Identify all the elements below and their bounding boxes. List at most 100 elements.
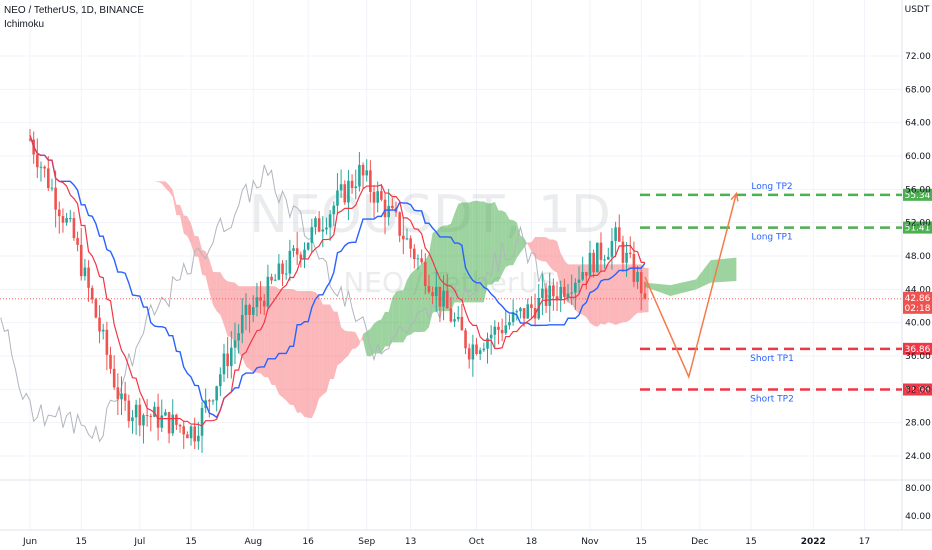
- indicator-name[interactable]: Ichimoku: [4, 19, 45, 30]
- candle-body: [94, 299, 98, 318]
- candle-body: [617, 227, 621, 242]
- candle-body: [131, 417, 134, 422]
- candle-body: [391, 205, 394, 208]
- cloud-segment: [619, 264, 623, 324]
- time-tick: Sep: [358, 537, 375, 547]
- level-label: Short TP1: [750, 354, 794, 364]
- candle-body: [555, 296, 559, 301]
- candle-body: [482, 348, 486, 351]
- price-tick: 68.00: [905, 85, 931, 95]
- candles: [28, 129, 647, 453]
- cloud-segment: [344, 330, 349, 359]
- candle-body: [478, 350, 482, 354]
- candle-body: [343, 184, 347, 203]
- time-tick: Jul: [133, 537, 145, 547]
- candle-body: [566, 293, 570, 297]
- cloud-segment: [169, 184, 173, 197]
- candle-body: [350, 180, 354, 189]
- cloud-segment: [180, 204, 184, 234]
- candle-body: [405, 238, 409, 240]
- cloud-segment: [172, 190, 177, 216]
- candle-body: [226, 353, 229, 367]
- time-tick: Jun: [22, 537, 37, 547]
- candle-body: [270, 276, 273, 281]
- candle-body: [574, 282, 577, 293]
- cloud-segment: [355, 332, 360, 349]
- candle-body: [570, 292, 573, 294]
- candle-body: [292, 248, 295, 251]
- candle-body: [314, 218, 317, 228]
- candle-body: [87, 267, 90, 288]
- ichimoku-cloud: [125, 135, 737, 419]
- projection-path: [644, 193, 738, 380]
- cloud-segment: [626, 264, 631, 323]
- candle-body: [409, 238, 412, 249]
- cloud-segment: [187, 216, 192, 244]
- candle-body: [449, 308, 453, 322]
- cloud-segment: [465, 202, 470, 303]
- candle-body: [380, 191, 383, 200]
- candle-body: [402, 235, 405, 240]
- cloud-segment: [399, 290, 404, 343]
- last-price-tag: [903, 291, 932, 314]
- candle-body: [208, 400, 211, 402]
- candle-body: [456, 316, 460, 320]
- cloud-segment: [194, 236, 199, 257]
- level-tag-value: 31.98: [905, 386, 931, 396]
- candle-body: [189, 426, 193, 439]
- last-price-value: 42.86: [905, 294, 931, 304]
- chart-legend: NEO / TetherUS, 1D, BINANCE Ichimoku: [4, 4, 144, 32]
- cloud-segment: [589, 264, 594, 326]
- price-tick: 48.00: [905, 252, 931, 262]
- candle-body: [164, 412, 167, 416]
- price-tick: 44.00: [905, 285, 931, 295]
- candle-body: [149, 415, 153, 417]
- cloud-segment: [622, 264, 627, 323]
- cloud-segment: [348, 331, 353, 356]
- candle-body: [489, 334, 493, 339]
- candle-body: [438, 286, 442, 307]
- cloud-segment: [223, 278, 228, 337]
- cloud-segment: [472, 200, 477, 303]
- cloud-segment: [147, 160, 151, 179]
- candle-body: [175, 414, 178, 425]
- currency-label: USDT: [905, 5, 930, 15]
- candle-body: [317, 218, 321, 232]
- cloud-segment: [286, 288, 290, 405]
- cloud-segment: [271, 286, 276, 386]
- cloud-segment: [205, 251, 210, 292]
- cloud-segment: [575, 264, 579, 314]
- cloud-segment: [275, 286, 279, 395]
- cloud-segment: [381, 311, 386, 354]
- candle-body: [98, 317, 101, 332]
- price-tick: 64.00: [905, 119, 931, 129]
- cloud-segment: [527, 242, 532, 252]
- cloud-segment: [183, 215, 188, 237]
- kijun-line: [29, 135, 646, 419]
- cloud-segment: [454, 203, 459, 303]
- cloud-segment: [227, 281, 232, 337]
- candle-body: [339, 184, 343, 191]
- level-label: Long TP2: [751, 182, 792, 192]
- candle-body: [90, 287, 94, 300]
- time-tick: 15: [185, 537, 196, 547]
- price-tick: 72.00: [905, 52, 931, 62]
- time-tick: 17: [859, 537, 870, 547]
- cloud-segment: [509, 219, 514, 266]
- candle-body: [134, 404, 138, 418]
- cloud-segment: [125, 135, 129, 147]
- candle-body: [273, 279, 277, 281]
- cloud-segment: [315, 292, 320, 411]
- cloud-segment: [216, 272, 221, 315]
- cloud-segment: [505, 212, 510, 267]
- price-tick: 28.00: [905, 419, 931, 429]
- level-tag: [903, 342, 932, 355]
- future-cloud-segment: [670, 279, 697, 296]
- candle-body: [413, 248, 416, 260]
- cloud-segment: [191, 223, 195, 257]
- symbol-line[interactable]: NEO / TetherUS, 1D, BINANCE: [4, 5, 144, 16]
- cloud-segment: [359, 333, 364, 345]
- candle-body: [79, 244, 83, 277]
- time-axis: Jun 15 Jul 15 Aug 16 Sep 13 Oct 18 Nov 15 Dec 15 2022 1…: [22, 537, 870, 547]
